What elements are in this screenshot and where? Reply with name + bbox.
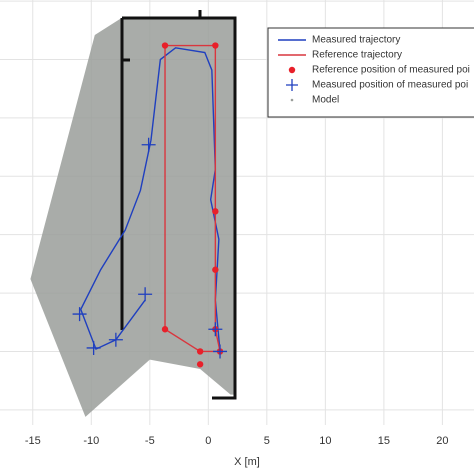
wall xyxy=(120,10,237,400)
x-axis-label: X [m] xyxy=(234,456,260,468)
reference-point xyxy=(196,361,204,368)
x-tick-label: 10 xyxy=(319,435,331,447)
x-tick-label: -5 xyxy=(145,435,155,447)
reference-point xyxy=(161,42,169,49)
trajectory xyxy=(164,44,221,353)
measured-point xyxy=(213,344,228,359)
measured-point xyxy=(141,137,156,152)
reference-point xyxy=(212,42,219,49)
legend-label: Measured trajectory xyxy=(312,35,400,46)
reference-point xyxy=(212,266,219,273)
reference-point xyxy=(212,208,219,215)
plot-area xyxy=(30,18,236,417)
legend-swatch xyxy=(286,79,298,91)
reference-point xyxy=(161,326,169,333)
legend: Measured trajectory Reference trajectory R… xyxy=(267,27,474,118)
marks xyxy=(72,42,228,368)
measured-point xyxy=(86,340,101,355)
legend-label: Reference trajectory xyxy=(312,50,402,61)
x-tick-label: -15 xyxy=(25,435,41,447)
measured-point xyxy=(108,332,123,347)
legend-swatch xyxy=(290,98,294,102)
measured-point xyxy=(72,307,87,322)
building-outline xyxy=(120,10,237,400)
x-tick-label: 0 xyxy=(205,435,211,447)
measured-point xyxy=(208,322,223,337)
x-tick-label: -10 xyxy=(83,435,99,447)
x-tick-label: 5 xyxy=(264,435,270,447)
x-tick-label: 20 xyxy=(436,435,448,447)
legend-label: Measured position of measured poi xyxy=(312,80,468,91)
x-tick-label: 15 xyxy=(378,435,390,447)
reference-point xyxy=(196,348,204,355)
model xyxy=(30,18,236,417)
legend-label: Model xyxy=(312,95,339,106)
legend-box xyxy=(267,27,474,118)
measured-point xyxy=(138,287,153,302)
legend-label: Reference position of measured poi xyxy=(312,65,470,76)
legend-swatch xyxy=(288,66,296,74)
